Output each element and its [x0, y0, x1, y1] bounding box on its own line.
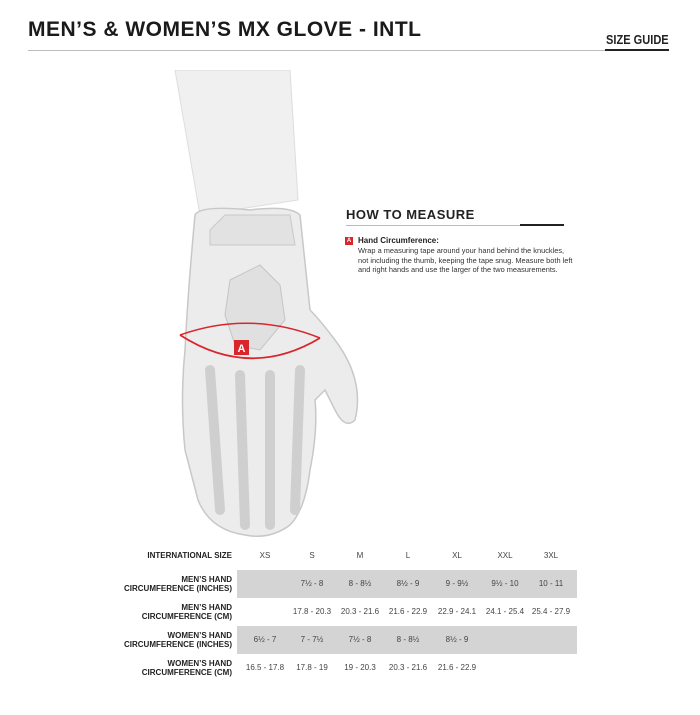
how-to-divider-accent: [520, 224, 564, 226]
row-label: MEN’S HAND CIRCUMFERENCE (CM): [72, 603, 232, 621]
row-label: MEN’S HAND CIRCUMFERENCE (INCHES): [72, 575, 232, 593]
table-cell: 8 - 8½: [396, 635, 420, 644]
measure-item-text: Wrap a measuring tape around your hand b…: [358, 246, 573, 275]
table-cell: 20.3 - 21.6: [388, 663, 428, 672]
glove-cuff: [209, 214, 296, 246]
row-label-line2: CIRCUMFERENCE (CM): [141, 612, 232, 621]
table-cell: 21.6 - 22.9: [388, 607, 428, 616]
table-cell: 6½ - 7: [253, 635, 277, 644]
table-cell: 9 - 9½: [445, 579, 469, 588]
table-cell: 16.5 - 17.8: [245, 663, 285, 672]
header-divider: [28, 50, 669, 51]
size-header: S: [309, 551, 315, 560]
table-row-band: [237, 570, 577, 598]
table-cell: 9½ - 10: [491, 579, 519, 588]
table-cell: 8½ - 9: [445, 635, 469, 644]
size-header: XS: [259, 551, 271, 560]
row-label-line2: CIRCUMFERENCE (INCHES): [124, 584, 232, 593]
table-cell: 25.4 - 27.9: [531, 607, 571, 616]
measure-line-back: [179, 322, 321, 339]
size-header: XXL: [497, 551, 513, 560]
marker-badge: A: [345, 237, 353, 245]
measure-item-title: Hand Circumference:: [358, 236, 439, 245]
knuckle-guard: [224, 264, 286, 351]
size-guide-label: SIZE GUIDE: [606, 32, 669, 47]
table-cell: 17.8 - 19: [296, 663, 328, 672]
header-divider-accent: [605, 49, 669, 51]
table-cell: 20.3 - 21.6: [340, 607, 380, 616]
how-to-divider: [346, 225, 564, 226]
row-label-line1: MEN’S HAND: [181, 575, 232, 584]
measure-marker-label: A: [238, 343, 246, 355]
row-label-line1: MEN’S HAND: [181, 603, 232, 612]
table-cell: 19 - 20.3: [344, 663, 376, 672]
table-cell: 8½ - 9: [396, 579, 420, 588]
table-cell: 7½ - 8: [300, 579, 324, 588]
page-title: MEN’S & WOMEN’S MX GLOVE - INTL: [28, 18, 422, 41]
size-header: M: [356, 551, 364, 560]
row-label-line2: CIRCUMFERENCE (CM): [141, 668, 232, 677]
table-cell: 22.9 - 24.1: [437, 607, 477, 616]
table-row-band: [237, 626, 577, 654]
size-header: L: [405, 551, 411, 560]
table-cell: 17.8 - 20.3: [292, 607, 332, 616]
table-cell: 10 - 11: [538, 579, 564, 588]
row-label-line1: WOMEN’S HAND: [167, 631, 232, 640]
measure-line-front: [179, 334, 321, 360]
table-cell: 8 - 8½: [348, 579, 372, 588]
size-header: XL: [452, 551, 462, 560]
forearm: [174, 70, 299, 216]
measure-marker: [234, 340, 249, 355]
row-label: WOMEN’S HAND CIRCUMFERENCE (INCHES): [72, 631, 232, 649]
header-label: INTERNATIONAL SIZE: [147, 551, 232, 560]
table-cell: 21.6 - 22.9: [437, 663, 477, 672]
row-label-line1: WOMEN’S HAND: [167, 659, 232, 668]
row-label-line2: CIRCUMFERENCE (INCHES): [124, 640, 232, 649]
how-to-measure-heading: HOW TO MEASURE: [346, 207, 475, 222]
table-cell: 24.1 - 25.4: [485, 607, 525, 616]
size-header: 3XL: [543, 551, 559, 560]
table-cell: 7½ - 8: [348, 635, 372, 644]
table-cell: 7 - 7½: [300, 635, 324, 644]
finger-pads: [205, 365, 305, 530]
row-label: WOMEN’S HAND CIRCUMFERENCE (CM): [72, 659, 232, 677]
glove-diagram: A: [174, 70, 359, 537]
